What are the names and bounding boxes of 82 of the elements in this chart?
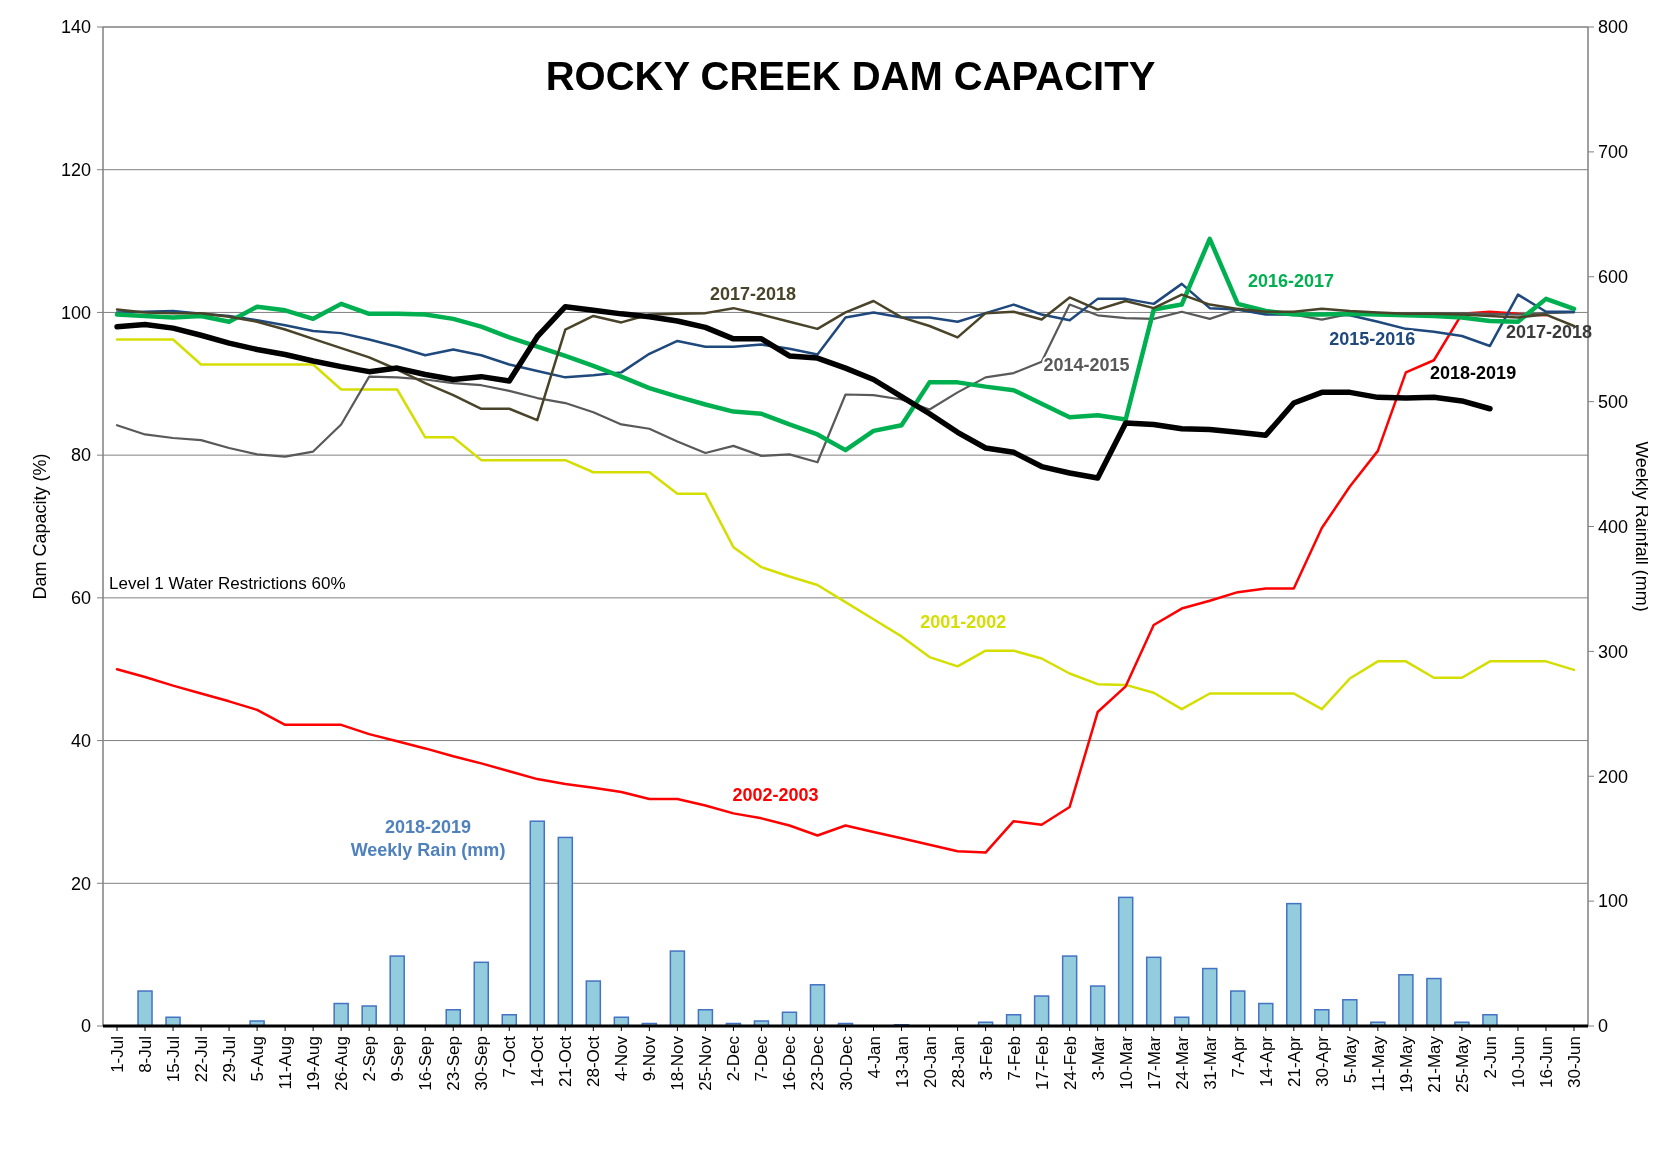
x-tick-label: 2-Sep [360, 1036, 380, 1082]
x-tick-label: 21-Oct [556, 1035, 576, 1088]
x-tick-label: 14-Apr [1256, 1035, 1276, 1088]
y2-tick-label: 700 [1598, 142, 1629, 163]
y2-tick-label: 100 [1598, 891, 1629, 912]
x-tick-label: 21-May [1424, 1035, 1444, 1093]
x-tick-label: 10-Mar [1116, 1035, 1136, 1090]
y2-tick-label: 600 [1598, 267, 1629, 288]
x-tick-label: 16-Sep [416, 1036, 436, 1091]
text: ROCKY CREEK DAM CAPACITY [545, 54, 1156, 98]
x-tick-label: 15-Jul [164, 1036, 184, 1083]
x-tick-label: 23-Sep [444, 1036, 464, 1091]
y2-tick-label: 400 [1598, 516, 1629, 537]
annotation: Level 1 Water Restrictions 60% [109, 574, 346, 594]
x-tick-label: 8-Jul [136, 1036, 156, 1073]
series-label: 2018-2019 [1430, 362, 1517, 383]
y-tick-label: 60 [70, 588, 91, 609]
x-tick-label: 28-Jan [948, 1036, 968, 1088]
x-tick-label: 30-Jun [1564, 1036, 1584, 1088]
x-tick-label: 7-Apr [1228, 1035, 1248, 1078]
y2-tick-label: 200 [1598, 766, 1629, 787]
series-label: 2014-2015 [1043, 354, 1130, 375]
x-tick-label: 20-Jan [920, 1036, 940, 1088]
annotation: 2017-2018 [1505, 322, 1592, 343]
x-tick-label: 24-Feb [1060, 1036, 1080, 1090]
x-tick-label: 30-Dec [836, 1035, 856, 1091]
x-tick-label: 30-Sep [472, 1036, 492, 1091]
x-tick-label: 7-Dec [752, 1035, 772, 1082]
y2-tick-label: 500 [1598, 391, 1629, 412]
x-tick-label: 29-Jul [220, 1036, 240, 1083]
x-tick-label: 16-Jun [1536, 1036, 1556, 1088]
x-tick-label: 4-Nov [612, 1035, 632, 1082]
x-tick-label: 23-Dec [808, 1035, 828, 1091]
x-tick-label: 17-Mar [1144, 1035, 1164, 1090]
y-tick-label: 140 [60, 17, 91, 38]
x-tick-label: 5-Aug [248, 1036, 268, 1082]
y-tick-label: 100 [60, 302, 91, 323]
x-tick-label: 13-Jan [892, 1036, 912, 1088]
x-tick-label: 24-Mar [1172, 1035, 1192, 1090]
y-tick-label: 20 [70, 873, 91, 894]
x-tick-label: 16-Dec [780, 1035, 800, 1091]
y2-tick-label: 800 [1598, 17, 1629, 38]
x-tick-label: 21-Apr [1284, 1035, 1304, 1088]
x-tick-label: 9-Nov [640, 1035, 660, 1082]
y-tick-label: 80 [70, 445, 91, 466]
x-tick-label: 11-Aug [276, 1036, 296, 1090]
series-label: 2016-2017 [1247, 270, 1335, 291]
x-tick-label: 31-Mar [1200, 1035, 1220, 1090]
x-tick-label: 30-Apr [1312, 1035, 1332, 1088]
x-tick-label: 10-Jun [1508, 1036, 1528, 1088]
x-tick-label: 7-Feb [1004, 1036, 1024, 1081]
y2-tick-label: 0 [1598, 1016, 1609, 1037]
series-label: 2017-2018 [709, 283, 797, 304]
series-label: 2001-2002 [920, 611, 1007, 632]
y-axis-title: Dam Capacity (%) [30, 453, 50, 600]
x-tick-label: 26-Aug [332, 1036, 352, 1091]
x-tick-label: 7-Oct [500, 1035, 520, 1078]
x-tick-label: 19-May [1396, 1035, 1416, 1093]
x-tick-label: 9-Sep [388, 1036, 408, 1082]
y2-tick-label: 300 [1598, 641, 1629, 662]
x-tick-label: 4-Jan [864, 1036, 884, 1079]
x-tick-label: 25-Nov [696, 1035, 716, 1091]
x-tick-label: 22-Jul [192, 1036, 212, 1083]
x-tick-label: 18-Nov [668, 1035, 688, 1091]
x-tick-label: 5-May [1340, 1035, 1360, 1084]
x-tick-label: 28-Oct [584, 1035, 604, 1088]
x-tick-label: 19-Aug [304, 1036, 324, 1091]
x-tick-label: 3-Feb [976, 1036, 996, 1081]
x-tick-label: 14-Oct [528, 1035, 548, 1088]
series-label: 2015-2016 [1329, 328, 1416, 349]
series-label: 2018-2019 Weekly Rain (mm) [350, 817, 506, 861]
x-tick-label: 2-Jun [1480, 1036, 1500, 1079]
x-tick-label: 25-May [1452, 1035, 1472, 1093]
x-tick-label: 3-Mar [1088, 1035, 1108, 1081]
series-label: 2002-2003 [732, 784, 819, 805]
y-tick-label: 40 [70, 730, 91, 751]
y-tick-label: 0 [80, 1016, 91, 1037]
y-tick-label: 120 [60, 160, 91, 181]
x-tick-label: 1-Jul [108, 1036, 128, 1073]
x-tick-label: 11-May [1368, 1035, 1388, 1092]
x-tick-label: 17-Feb [1032, 1036, 1052, 1090]
x-tick-label: 2-Dec [724, 1035, 744, 1082]
